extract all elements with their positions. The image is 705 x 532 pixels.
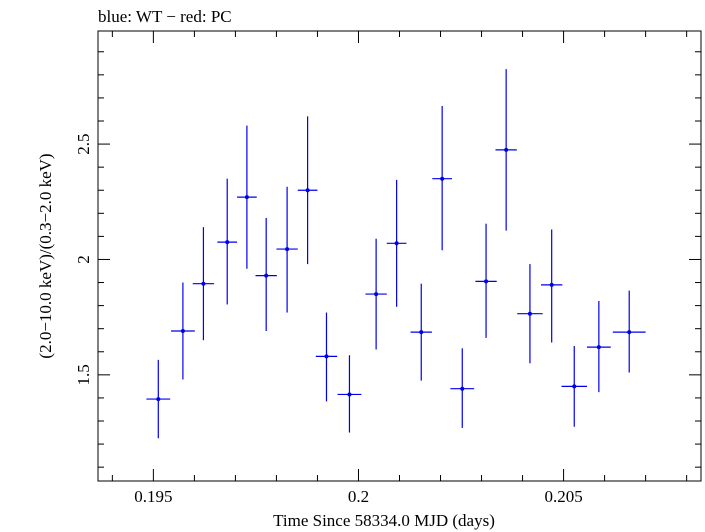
data-marker: [627, 330, 632, 335]
data-point: [365, 238, 387, 350]
data-point: [297, 116, 318, 265]
data-point: [337, 355, 362, 433]
y-tick-label: 1.5: [74, 364, 93, 385]
y-tick-label: 2.5: [74, 133, 93, 154]
axis-tick-labels: 0.195 0.2 0.205 1.5 2 2.5: [74, 133, 583, 506]
x-tick-label: 0.2: [348, 487, 369, 506]
data-marker: [504, 147, 509, 152]
data-marker: [347, 392, 352, 397]
data-point: [237, 125, 257, 269]
data-marker: [324, 354, 329, 359]
data-marker: [572, 384, 577, 389]
data-marker: [419, 330, 424, 335]
data-marker: [460, 386, 465, 391]
data-point: [450, 348, 475, 428]
data-point: [586, 301, 611, 393]
axis-ticks: [98, 31, 701, 481]
data-point: [561, 346, 587, 427]
data-point: [276, 186, 298, 313]
x-tick-label: 0.205: [544, 487, 582, 506]
data-marker: [180, 329, 185, 333]
data-marker: [264, 273, 269, 278]
data-point: [517, 264, 543, 364]
data-point: [410, 283, 432, 381]
data-point: [171, 282, 195, 380]
data-marker: [285, 247, 290, 252]
data-marker: [596, 345, 601, 350]
data-point: [495, 69, 517, 231]
data-marker: [394, 241, 399, 246]
data-point: [192, 227, 215, 341]
data-marker: [225, 240, 230, 245]
data-point: [315, 312, 338, 402]
plot-frame: [97, 30, 702, 482]
data-marker: [156, 397, 161, 402]
data-marker: [305, 188, 310, 193]
chart-title: blue: WT − red: PC: [98, 7, 232, 26]
data-point: [475, 223, 497, 338]
y-axis-label: (2.0−10.0 keV)/(0.3−2.0 keV): [36, 153, 55, 358]
data-marker: [527, 311, 532, 316]
y-tick-label: 2: [74, 255, 93, 264]
data-marker: [484, 279, 489, 284]
data-marker: [440, 176, 445, 181]
x-tick-label: 0.195: [134, 487, 172, 506]
data-point: [217, 178, 238, 305]
data-marker: [549, 282, 554, 287]
data-point: [612, 290, 646, 373]
data-marker: [201, 281, 206, 286]
data-marks: [146, 69, 646, 439]
data-marker: [244, 195, 249, 200]
data-marker: [374, 292, 379, 297]
data-point: [146, 359, 171, 439]
data-point: [386, 179, 407, 307]
data-point: [255, 217, 277, 331]
data-point: [432, 106, 453, 251]
x-axis-label: Time Since 58334.0 MJD (days): [273, 511, 495, 530]
data-point: [541, 229, 563, 343]
